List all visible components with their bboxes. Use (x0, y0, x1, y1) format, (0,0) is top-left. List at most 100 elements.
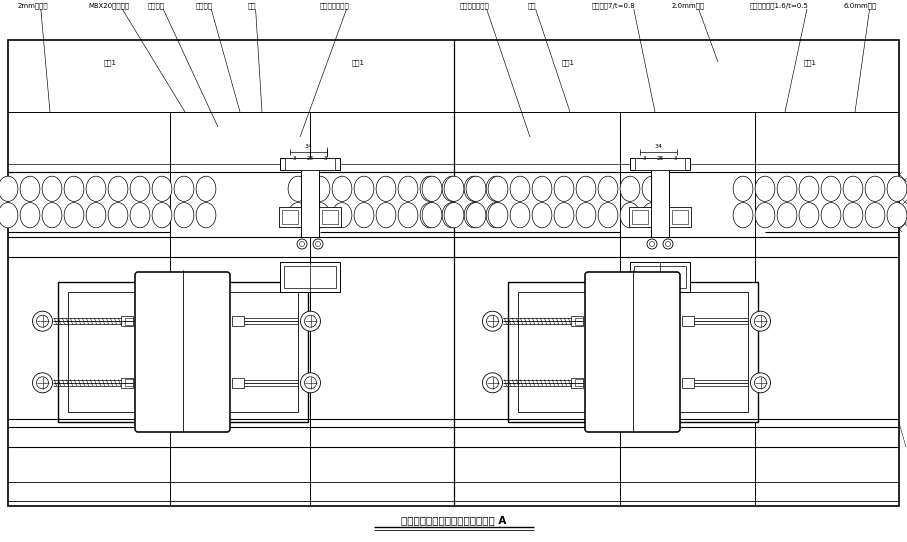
Bar (634, 266, 686, 288)
Circle shape (649, 242, 655, 247)
Ellipse shape (398, 203, 418, 228)
Ellipse shape (420, 203, 440, 228)
Ellipse shape (130, 176, 150, 202)
Ellipse shape (152, 176, 172, 202)
Ellipse shape (422, 176, 442, 202)
Circle shape (647, 239, 657, 249)
Text: 2mm铝单板: 2mm铝单板 (18, 2, 49, 9)
Ellipse shape (576, 203, 596, 228)
Bar (301, 170, 319, 237)
Ellipse shape (196, 176, 216, 202)
Text: 2.0mm铝板: 2.0mm铝板 (672, 2, 705, 9)
Ellipse shape (799, 203, 819, 228)
Ellipse shape (442, 203, 462, 228)
Ellipse shape (598, 203, 618, 228)
Bar (571, 316, 583, 326)
Bar (635, 158, 685, 170)
Bar (630, 158, 690, 170)
Circle shape (755, 377, 766, 389)
Bar (319, 207, 341, 227)
Text: 铝扣1: 铝扣1 (352, 60, 365, 66)
Circle shape (666, 242, 670, 247)
Circle shape (313, 239, 323, 249)
Ellipse shape (532, 176, 551, 202)
Text: 铝扣1: 铝扣1 (804, 60, 816, 66)
Ellipse shape (376, 203, 395, 228)
Ellipse shape (332, 176, 352, 202)
Ellipse shape (642, 176, 662, 202)
Bar (125, 379, 133, 386)
Bar (280, 262, 340, 292)
Bar (518, 292, 747, 412)
Ellipse shape (821, 203, 841, 228)
Ellipse shape (777, 176, 797, 202)
Ellipse shape (420, 176, 440, 202)
Ellipse shape (733, 176, 753, 202)
Bar (651, 170, 669, 237)
Ellipse shape (332, 203, 352, 228)
Circle shape (750, 373, 771, 393)
Text: 3: 3 (643, 156, 647, 161)
Ellipse shape (288, 203, 307, 228)
Ellipse shape (510, 176, 530, 202)
Bar (571, 378, 583, 388)
Ellipse shape (733, 203, 753, 228)
Bar (67, 292, 297, 412)
Ellipse shape (844, 176, 863, 202)
Ellipse shape (777, 203, 797, 228)
Ellipse shape (354, 203, 374, 228)
Ellipse shape (288, 176, 307, 202)
Circle shape (755, 315, 766, 327)
Ellipse shape (174, 176, 194, 202)
Circle shape (297, 239, 307, 249)
Circle shape (300, 311, 320, 331)
Bar (280, 158, 340, 170)
Circle shape (483, 373, 502, 393)
Circle shape (299, 242, 305, 247)
Ellipse shape (620, 203, 640, 228)
Ellipse shape (86, 203, 106, 228)
Circle shape (33, 311, 53, 331)
Ellipse shape (576, 176, 596, 202)
Text: 不定期钢板厚1.6/t=0.5: 不定期钢板厚1.6/t=0.5 (750, 2, 809, 9)
Circle shape (486, 377, 499, 389)
Ellipse shape (152, 203, 172, 228)
Circle shape (300, 373, 320, 393)
Ellipse shape (64, 176, 84, 202)
Circle shape (316, 242, 320, 247)
Text: 6.0mm铝板: 6.0mm铝板 (843, 2, 876, 9)
Bar (629, 207, 651, 227)
Ellipse shape (865, 176, 885, 202)
Ellipse shape (174, 203, 194, 228)
Ellipse shape (821, 176, 841, 202)
Bar (279, 207, 301, 227)
Ellipse shape (887, 176, 907, 202)
Ellipse shape (354, 176, 374, 202)
Ellipse shape (444, 203, 463, 228)
Ellipse shape (486, 176, 506, 202)
Bar (285, 158, 335, 170)
Ellipse shape (554, 176, 574, 202)
Bar (232, 316, 244, 326)
Text: 34: 34 (655, 144, 662, 149)
Ellipse shape (486, 203, 506, 228)
Text: 铝扣1: 铝扣1 (561, 60, 574, 66)
Ellipse shape (108, 176, 128, 202)
Circle shape (36, 315, 48, 327)
Text: 铝扣: 铝扣 (528, 2, 537, 9)
Text: 28: 28 (307, 156, 314, 161)
Ellipse shape (442, 176, 462, 202)
Bar (284, 266, 336, 288)
Text: 镀锌钢板7/t=0.8: 镀锌钢板7/t=0.8 (592, 2, 636, 9)
Text: 铝扣: 铝扣 (248, 2, 257, 9)
Circle shape (750, 311, 771, 331)
Bar (630, 262, 690, 292)
Ellipse shape (756, 176, 775, 202)
Text: 34: 34 (305, 144, 313, 149)
Text: M8X20沉头螺钉: M8X20沉头螺钉 (88, 2, 129, 9)
Text: 28: 28 (657, 156, 664, 161)
Ellipse shape (376, 176, 395, 202)
Bar (682, 378, 694, 388)
Ellipse shape (887, 203, 907, 228)
Text: 密封胶条耐候胶: 密封胶条耐候胶 (460, 2, 490, 9)
